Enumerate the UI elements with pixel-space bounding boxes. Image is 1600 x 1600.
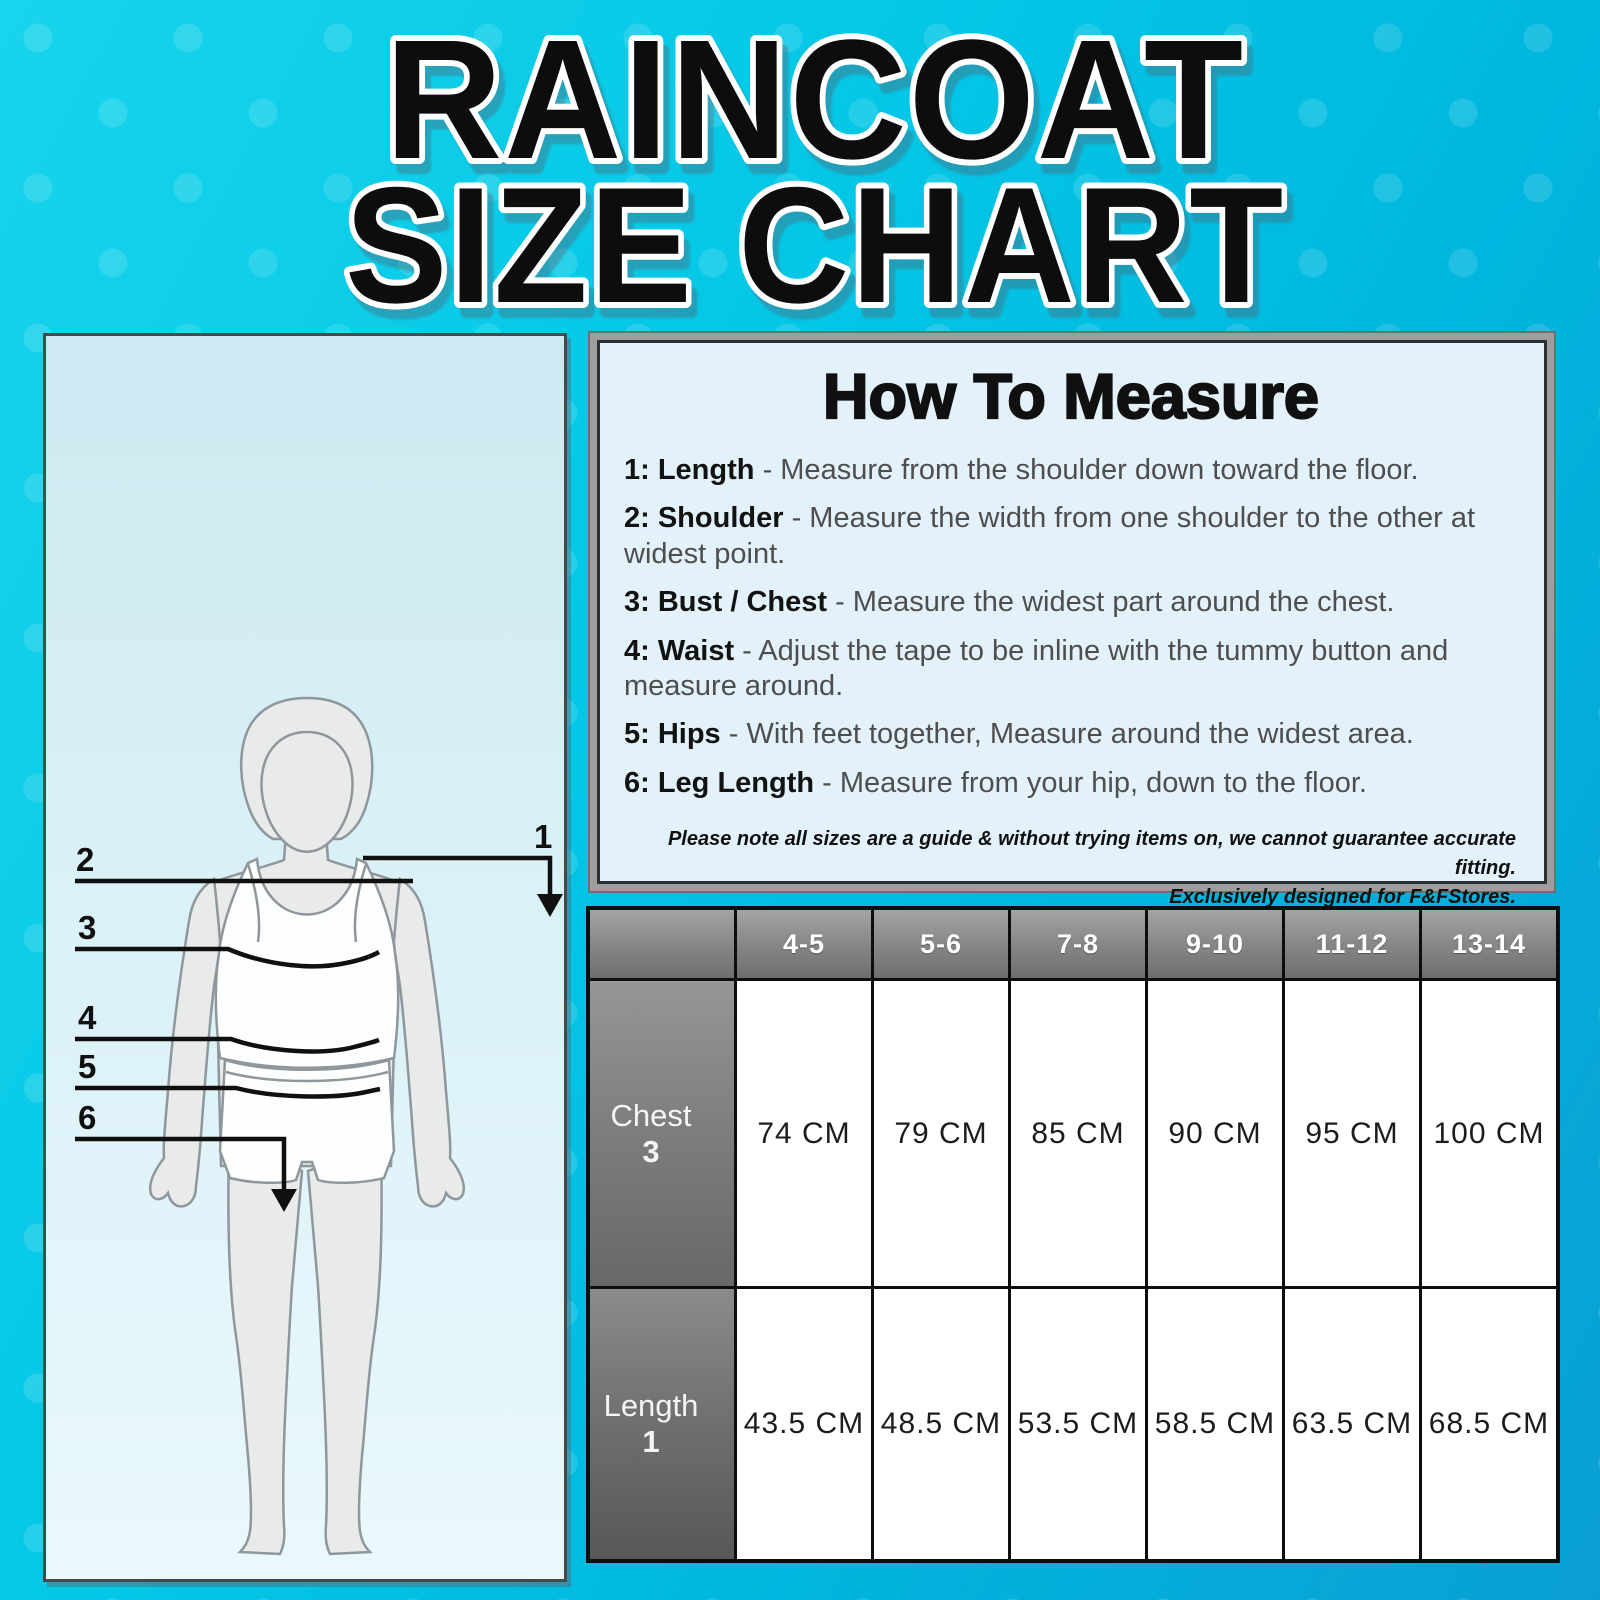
row-chest-ref-number: 3 (642, 1133, 660, 1169)
how-to-heading: How To Measure (822, 361, 1320, 433)
left-armhole-seam (246, 863, 261, 943)
how-to-item-chest-label: 3: Bust / Chest (624, 586, 828, 619)
table-corner-cell (590, 910, 734, 978)
chest-value-11-12: 95 CM (1285, 981, 1419, 1286)
page-title: RAINCOAT SIZE CHART (339, 6, 1289, 318)
chest-value-5-6: 79 CM (874, 981, 1008, 1286)
table-col-header-13-14: 13-14 (1422, 910, 1556, 978)
measure-label-3: 3 (78, 909, 96, 946)
measure-label-1: 1 (534, 818, 552, 855)
measure-line-1 (363, 855, 553, 896)
title-line-2: SIZE CHART (345, 153, 1285, 318)
how-to-item-hips-label: 5: Hips (624, 718, 721, 751)
chest-value-13-14: 100 CM (1422, 981, 1556, 1286)
right-arm-shape (392, 876, 465, 1208)
chest-value-7-8: 85 CM (1011, 981, 1145, 1286)
right-leg-shape (306, 1144, 383, 1556)
length-value-13-14: 68.5 CM (1422, 1289, 1556, 1559)
how-to-item-leg-length-label: 6: Leg Length (624, 766, 815, 799)
how-to-item-waist-label: 4: Waist (624, 634, 735, 667)
how-to-item-shoulder-text: - Measure the width from one shoulder to… (624, 502, 1476, 570)
measure-line-4 (75, 1036, 380, 1054)
measure-line-6 (75, 1136, 287, 1191)
table-col-header-11-12: 11-12 (1285, 910, 1419, 978)
how-to-item-hips-text: - With feet together, Measure around the… (728, 718, 1414, 751)
left-leg-shape (227, 1144, 304, 1556)
measure-line-3 (75, 946, 381, 969)
left-arm-shape (149, 876, 222, 1208)
measure-arrow-6 (271, 1189, 297, 1212)
right-armhole-seam (353, 863, 368, 943)
face-shape (260, 730, 354, 853)
disclaimer-line-1: Please note all sizes are a guide & with… (667, 828, 1516, 879)
body-diagram-panel: 1 2 3 4 5 6 (43, 333, 567, 1582)
length-value-4-5: 43.5 CM (737, 1289, 871, 1559)
table-col-header-5-6: 5-6 (874, 910, 1008, 978)
body-measurement-figure: 1 2 3 4 5 6 (75, 696, 563, 1556)
how-to-item-waist-text: - Adjust the tape to be inline with the … (624, 634, 1449, 702)
table-col-header-4-5: 4-5 (737, 910, 871, 978)
measure-line-5 (75, 1085, 381, 1099)
table-col-header-7-8: 7-8 (1011, 910, 1145, 978)
table-col-header-9-10: 9-10 (1148, 910, 1282, 978)
how-to-item-length: 1: Length - Measure from the shoulder do… (624, 453, 1518, 488)
measure-label-2: 2 (76, 841, 94, 878)
how-to-item-chest-text: - Measure the widest part around the che… (835, 586, 1395, 619)
table-row-header-length: Length 1 (590, 1289, 734, 1559)
length-value-11-12: 63.5 CM (1285, 1289, 1419, 1559)
chest-value-4-5: 74 CM (737, 981, 871, 1286)
measure-label-6: 6 (78, 1099, 96, 1136)
sizing-disclaimer: Please note all sizes are a guide & with… (624, 825, 1516, 912)
how-to-item-leg-length: 6: Leg Length - Measure from your hip, d… (624, 766, 1518, 801)
table-row-header-chest: Chest 3 (590, 981, 734, 1286)
how-to-item-shoulder: 2: Shoulder - Measure the width from one… (624, 501, 1518, 572)
how-to-item-waist: 4: Waist - Adjust the tape to be inline … (624, 634, 1518, 705)
chest-value-9-10: 90 CM (1148, 981, 1282, 1286)
length-value-9-10: 58.5 CM (1148, 1289, 1282, 1559)
how-to-item-chest: 3: Bust / Chest - Measure the widest par… (624, 585, 1518, 620)
length-value-5-6: 48.5 CM (874, 1289, 1008, 1559)
how-to-item-hips: 5: Hips - With feet together, Measure ar… (624, 717, 1518, 752)
title-line-1: RAINCOAT (385, 6, 1245, 195)
shorts-waistband-seam (225, 1070, 389, 1083)
row-chest-label: Chest (610, 1097, 692, 1133)
measure-label-4: 4 (78, 999, 97, 1036)
measure-arrow-1 (537, 894, 563, 917)
disclaimer-line-2: Exclusively designed for F&FStores. (1169, 886, 1516, 908)
measure-label-5: 5 (78, 1048, 96, 1085)
how-to-item-shoulder-label: 2: Shoulder (624, 502, 784, 535)
size-table: 4-5 5-6 7-8 9-10 11-12 13-14 Chest 3 74 … (586, 906, 1560, 1563)
row-length-ref-number: 1 (642, 1424, 660, 1459)
how-to-item-length-text: - Measure from the shoulder down toward … (762, 454, 1419, 486)
how-to-measure-panel: How To Measure 1: Length - Measure from … (597, 340, 1547, 908)
how-to-item-leg-length-text: - Measure from your hip, down to the flo… (822, 766, 1367, 799)
row-length-label: Length (603, 1388, 699, 1424)
length-value-7-8: 53.5 CM (1011, 1289, 1145, 1559)
shorts-shape (218, 1058, 396, 1185)
how-to-item-length-label: 1: Length (624, 454, 755, 486)
